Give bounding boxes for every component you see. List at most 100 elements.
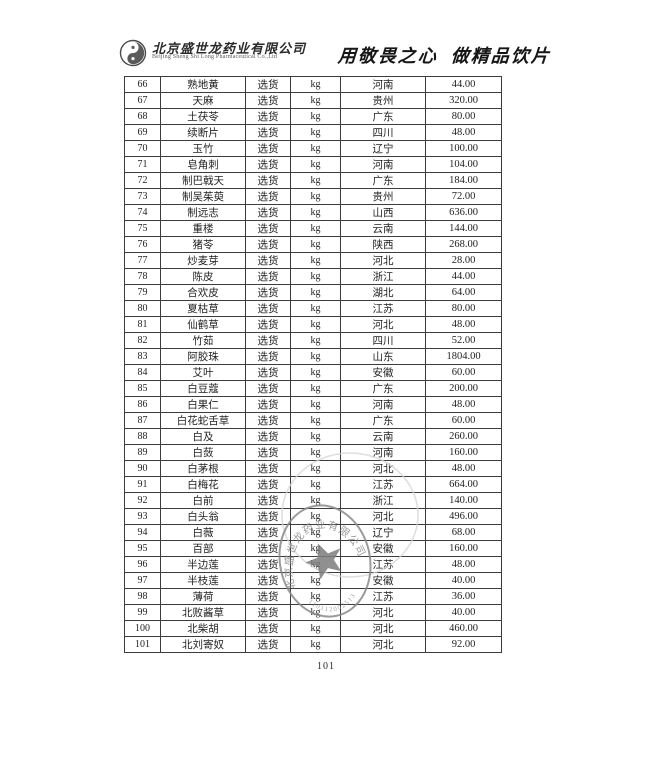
cell-origin: 河北 bbox=[340, 604, 426, 621]
cell-no: 82 bbox=[124, 332, 161, 349]
cell-origin: 陕西 bbox=[340, 236, 426, 253]
cell-price: 160.00 bbox=[425, 444, 502, 461]
cell-origin: 贵州 bbox=[340, 92, 426, 109]
cell-price: 44.00 bbox=[425, 76, 502, 93]
cell-grade: 选货 bbox=[245, 268, 291, 285]
cell-unit: kg bbox=[290, 316, 341, 333]
cell-price: 1804.00 bbox=[425, 348, 502, 365]
cell-price: 80.00 bbox=[425, 300, 502, 317]
cell-price: 28.00 bbox=[425, 252, 502, 269]
cell-unit: kg bbox=[290, 252, 341, 269]
cell-origin: 河南 bbox=[340, 396, 426, 413]
table-row: 85 白豆蔻 选货 kg 广东 200.00 bbox=[124, 380, 502, 397]
cell-price: 268.00 bbox=[425, 236, 502, 253]
cell-unit: kg bbox=[290, 156, 341, 173]
cell-origin: 广东 bbox=[340, 172, 426, 189]
cell-grade: 选货 bbox=[245, 636, 291, 653]
cell-grade: 选货 bbox=[245, 284, 291, 301]
cell-no: 67 bbox=[124, 92, 161, 109]
cell-price: 48.00 bbox=[425, 556, 502, 573]
cell-price: 52.00 bbox=[425, 332, 502, 349]
cell-no: 70 bbox=[124, 140, 161, 157]
cell-no: 100 bbox=[124, 620, 161, 637]
cell-origin: 河北 bbox=[340, 252, 426, 269]
cell-grade: 选货 bbox=[245, 252, 291, 269]
cell-unit: kg bbox=[290, 636, 341, 653]
cell-no: 84 bbox=[124, 364, 161, 381]
cell-price: 200.00 bbox=[425, 380, 502, 397]
cell-no: 96 bbox=[124, 556, 161, 573]
cell-name: 白花蛇舌草 bbox=[160, 412, 246, 429]
cell-unit: kg bbox=[290, 108, 341, 125]
cell-grade: 选货 bbox=[245, 108, 291, 125]
cell-name: 阿胶珠 bbox=[160, 348, 246, 365]
cell-name: 半边莲 bbox=[160, 556, 246, 573]
cell-origin: 辽宁 bbox=[340, 524, 426, 541]
cell-no: 94 bbox=[124, 524, 161, 541]
cell-origin: 河北 bbox=[340, 636, 426, 653]
cell-origin: 江苏 bbox=[340, 556, 426, 573]
cell-price: 72.00 bbox=[425, 188, 502, 205]
cell-grade: 选货 bbox=[245, 620, 291, 637]
cell-grade: 选货 bbox=[245, 76, 291, 93]
table-row: 78 陈皮 选货 kg 浙江 44.00 bbox=[124, 268, 502, 285]
cell-name: 白蔹 bbox=[160, 444, 246, 461]
cell-price: 496.00 bbox=[425, 508, 502, 525]
table-row: 77 炒麦芽 选货 kg 河北 28.00 bbox=[124, 252, 502, 269]
cell-no: 75 bbox=[124, 220, 161, 237]
cell-name: 炒麦芽 bbox=[160, 252, 246, 269]
cell-price: 44.00 bbox=[425, 268, 502, 285]
table-row: 68 土茯苓 选货 kg 广东 80.00 bbox=[124, 108, 502, 125]
cell-grade: 选货 bbox=[245, 220, 291, 237]
cell-grade: 选货 bbox=[245, 364, 291, 381]
cell-grade: 选货 bbox=[245, 492, 291, 509]
cell-unit: kg bbox=[290, 540, 341, 557]
cell-unit: kg bbox=[290, 124, 341, 141]
cell-origin: 湖北 bbox=[340, 284, 426, 301]
cell-grade: 选货 bbox=[245, 556, 291, 573]
cell-price: 48.00 bbox=[425, 460, 502, 477]
cell-unit: kg bbox=[290, 332, 341, 349]
cell-no: 91 bbox=[124, 476, 161, 493]
price-table-body: 66 熟地黄 选货 kg 河南 44.00 67 天麻 选货 kg 贵州 320.00 68 土茯苓 选货 k… bbox=[124, 76, 502, 653]
cell-no: 79 bbox=[124, 284, 161, 301]
cell-price: 460.00 bbox=[425, 620, 502, 637]
cell-unit: kg bbox=[290, 492, 341, 509]
cell-name: 皂角刺 bbox=[160, 156, 246, 173]
cell-name: 半枝莲 bbox=[160, 572, 246, 589]
cell-grade: 选货 bbox=[245, 508, 291, 525]
cell-no: 81 bbox=[124, 316, 161, 333]
cell-unit: kg bbox=[290, 380, 341, 397]
table-row: 101 北刘寄奴 选货 kg 河北 92.00 bbox=[124, 636, 502, 653]
cell-price: 40.00 bbox=[425, 604, 502, 621]
cell-grade: 选货 bbox=[245, 172, 291, 189]
table-row: 92 白前 选货 kg 浙江 140.00 bbox=[124, 492, 502, 509]
cell-no: 76 bbox=[124, 236, 161, 253]
cell-unit: kg bbox=[290, 348, 341, 365]
cell-no: 89 bbox=[124, 444, 161, 461]
slogan-calligraphy: 用敬畏之心 做精品饮片 bbox=[337, 46, 552, 66]
table-row: 100 北柴胡 选货 kg 河北 460.00 bbox=[124, 620, 502, 637]
table-row: 86 白果仁 选货 kg 河南 48.00 bbox=[124, 396, 502, 413]
cell-name: 制吴茱萸 bbox=[160, 188, 246, 205]
table-row: 97 半枝莲 选货 kg 安徽 40.00 bbox=[124, 572, 502, 589]
cell-no: 87 bbox=[124, 412, 161, 429]
table-row: 83 阿胶珠 选货 kg 山东 1804.00 bbox=[124, 348, 502, 365]
cell-name: 白及 bbox=[160, 428, 246, 445]
cell-unit: kg bbox=[290, 396, 341, 413]
table-row: 88 白及 选货 kg 云南 260.00 bbox=[124, 428, 502, 445]
cell-name: 白头翁 bbox=[160, 508, 246, 525]
cell-name: 北败酱草 bbox=[160, 604, 246, 621]
cell-grade: 选货 bbox=[245, 140, 291, 157]
cell-price: 100.00 bbox=[425, 140, 502, 157]
cell-unit: kg bbox=[290, 76, 341, 93]
cell-origin: 河南 bbox=[340, 156, 426, 173]
cell-no: 74 bbox=[124, 204, 161, 221]
cell-name: 重楼 bbox=[160, 220, 246, 237]
cell-grade: 选货 bbox=[245, 236, 291, 253]
cell-name: 制巴戟天 bbox=[160, 172, 246, 189]
table-row: 76 猪苓 选货 kg 陕西 268.00 bbox=[124, 236, 502, 253]
cell-no: 78 bbox=[124, 268, 161, 285]
table-row: 89 白蔹 选货 kg 河南 160.00 bbox=[124, 444, 502, 461]
cell-grade: 选货 bbox=[245, 524, 291, 541]
